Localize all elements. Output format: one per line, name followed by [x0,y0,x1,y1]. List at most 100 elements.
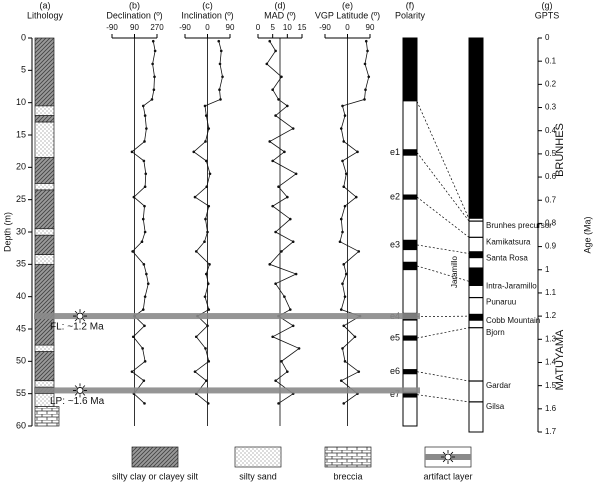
artifact-symbol-rays [441,450,455,464]
depth-tick-label: 35 [16,259,26,269]
lithology-unit [34,105,55,116]
x-tick-label: 0 [205,23,210,32]
correlation-line [416,265,470,282]
data-point [219,49,223,53]
data-point [268,39,272,43]
event-label: Gilsa [486,402,505,411]
data-point [363,62,367,66]
data-point [271,159,274,163]
artifact-symbol [444,453,452,461]
data-point [151,39,155,43]
data-point [341,230,344,234]
excursion-label: e3 [390,239,400,249]
data-point [151,62,154,66]
lithology-unit [34,37,55,107]
data-point [342,140,346,143]
subchron-label: Jaramillo [450,255,459,288]
correlation-line [416,371,470,382]
data-point [280,75,283,79]
data-point [219,98,222,101]
normal-polarity [403,335,417,341]
data-point [344,272,348,276]
depth-tick-label: 45 [16,323,26,333]
excursion-label: e1 [390,147,400,157]
event-label: Gardar [486,381,511,390]
depth-tick-label: 40 [16,291,26,301]
data-point [364,88,367,92]
lithology-unit [34,189,55,230]
data-point [341,347,344,350]
age-tick-label: 0.4 [545,126,557,135]
data-point [132,195,136,199]
data-point [271,335,274,339]
legend-label: silty sand [239,471,277,481]
age-tick-label: 1.2 [545,311,557,320]
profile-line [339,41,370,404]
legend-label: silty clay or clayey silt [112,471,199,481]
data-point [277,402,280,405]
data-point [194,335,198,339]
data-point [277,185,280,189]
data-point [193,195,197,199]
data-point [343,204,347,208]
x-tick-label: 0 [345,23,350,32]
artifact-symbol-rays [73,383,87,398]
data-point [339,308,343,311]
data-point [286,370,289,373]
data-point [141,347,144,350]
data-point [141,217,145,221]
normal-polarity [403,261,417,271]
panel-letter: (e) [342,0,353,10]
chron-label: MATUYAMA [554,329,566,390]
data-point [130,150,134,154]
excursion-label: e5 [390,332,400,342]
x-tick-label: -90 [106,23,118,32]
data-point [130,370,134,373]
data-point [204,217,207,221]
data-point [143,402,146,405]
excursion-label: e7 [390,389,400,399]
data-point [207,308,211,311]
age-tick-label: 1.3 [545,334,557,343]
panel-title: Polarity [395,10,426,20]
age-tick-label: 1.7 [545,427,557,436]
data-point [364,39,368,43]
data-point [192,150,196,154]
data-point [207,204,211,208]
panel-title: MAD (º) [264,10,296,20]
normal-polarity [403,38,417,102]
data-point [203,295,207,298]
lithology-unit [34,115,55,123]
data-point [366,49,369,53]
event-label: Santa Rosa [486,254,528,263]
data-point [143,185,147,189]
event-label: Brunhes precursor [486,221,552,230]
panel-title: Inclination (º) [181,10,233,20]
event-label: Bjorn [486,328,505,337]
data-point [342,402,346,405]
lithology-unit [34,263,55,346]
legend-swatch [131,446,179,468]
data-point [204,114,208,117]
age-tick-label: 0.9 [545,242,557,251]
lithology-unit [34,344,55,352]
data-point [153,75,156,79]
data-point [343,360,347,363]
data-point [283,295,286,298]
depth-tick-label: 50 [16,356,26,366]
data-point [131,250,134,253]
data-point [217,39,221,43]
x-tick-label: 90 [226,23,235,32]
data-point [143,324,146,328]
lithology-unit [34,234,55,255]
data-point [194,250,198,253]
age-tick-label: 0.2 [545,79,557,88]
data-point [288,308,292,311]
data-point [204,379,208,383]
normal-polarity [403,239,417,251]
data-point [286,104,289,108]
legend-swatch [234,446,282,468]
depth-tick-label: 20 [16,162,26,172]
lithology-unit [34,406,60,427]
artifact-layer [34,387,420,394]
